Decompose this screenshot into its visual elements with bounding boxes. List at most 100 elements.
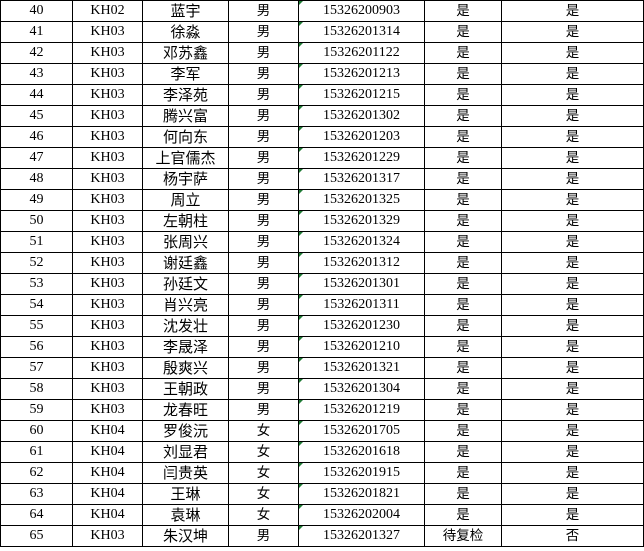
class-cell[interactable]: KH03 [72, 252, 143, 274]
class-cell[interactable]: KH03 [72, 126, 143, 148]
class-cell[interactable]: KH03 [72, 378, 143, 400]
phone-cell[interactable]: 15326201229 [298, 147, 425, 169]
gender-cell[interactable]: 男 [228, 378, 299, 400]
phone-cell[interactable]: 15326201705 [298, 420, 425, 442]
phone-cell[interactable]: 15326201327 [298, 525, 425, 547]
result-cell[interactable]: 是 [501, 105, 644, 127]
row-number-cell[interactable]: 58 [0, 378, 73, 400]
status-cell[interactable]: 是 [424, 84, 502, 106]
name-cell[interactable]: 殷爽兴 [142, 357, 229, 379]
status-cell[interactable]: 是 [424, 504, 502, 526]
result-cell[interactable]: 是 [501, 420, 644, 442]
gender-cell[interactable]: 男 [228, 168, 299, 190]
name-cell[interactable]: 闫贵英 [142, 462, 229, 484]
status-cell[interactable]: 是 [424, 42, 502, 64]
row-number-cell[interactable]: 50 [0, 210, 73, 232]
gender-cell[interactable]: 男 [228, 147, 299, 169]
phone-cell[interactable]: 15326201311 [298, 294, 425, 316]
name-cell[interactable]: 周立 [142, 189, 229, 211]
phone-cell[interactable]: 15326201324 [298, 231, 425, 253]
phone-cell[interactable]: 15326201618 [298, 441, 425, 463]
status-cell[interactable]: 是 [424, 126, 502, 148]
phone-cell[interactable]: 15326200903 [298, 0, 425, 22]
name-cell[interactable]: 朱汉坤 [142, 525, 229, 547]
name-cell[interactable]: 上官儒杰 [142, 147, 229, 169]
class-cell[interactable]: KH03 [72, 336, 143, 358]
phone-cell[interactable]: 15326201210 [298, 336, 425, 358]
gender-cell[interactable]: 男 [228, 315, 299, 337]
result-cell[interactable]: 是 [501, 336, 644, 358]
result-cell[interactable]: 是 [501, 231, 644, 253]
status-cell[interactable]: 是 [424, 462, 502, 484]
class-cell[interactable]: KH03 [72, 147, 143, 169]
gender-cell[interactable]: 男 [228, 0, 299, 22]
row-number-cell[interactable]: 54 [0, 294, 73, 316]
row-number-cell[interactable]: 44 [0, 84, 73, 106]
result-cell[interactable]: 是 [501, 399, 644, 421]
class-cell[interactable]: KH03 [72, 357, 143, 379]
class-cell[interactable]: KH04 [72, 441, 143, 463]
row-number-cell[interactable]: 43 [0, 63, 73, 85]
status-cell[interactable]: 是 [424, 252, 502, 274]
gender-cell[interactable]: 男 [228, 357, 299, 379]
status-cell[interactable]: 是 [424, 21, 502, 43]
phone-cell[interactable]: 15326201215 [298, 84, 425, 106]
phone-cell[interactable]: 15326201325 [298, 189, 425, 211]
gender-cell[interactable]: 男 [228, 525, 299, 547]
phone-cell[interactable]: 15326201312 [298, 252, 425, 274]
name-cell[interactable]: 左朝柱 [142, 210, 229, 232]
row-number-cell[interactable]: 64 [0, 504, 73, 526]
status-cell[interactable]: 是 [424, 420, 502, 442]
name-cell[interactable]: 张周兴 [142, 231, 229, 253]
name-cell[interactable]: 杨宇萨 [142, 168, 229, 190]
gender-cell[interactable]: 女 [228, 504, 299, 526]
class-cell[interactable]: KH03 [72, 273, 143, 295]
phone-cell[interactable]: 15326201329 [298, 210, 425, 232]
row-number-cell[interactable]: 40 [0, 0, 73, 22]
status-cell[interactable]: 是 [424, 357, 502, 379]
gender-cell[interactable]: 男 [228, 336, 299, 358]
phone-cell[interactable]: 15326201304 [298, 378, 425, 400]
gender-cell[interactable]: 男 [228, 21, 299, 43]
phone-cell[interactable]: 15326201230 [298, 315, 425, 337]
status-cell[interactable]: 是 [424, 441, 502, 463]
phone-cell[interactable]: 15326201219 [298, 399, 425, 421]
name-cell[interactable]: 李晟泽 [142, 336, 229, 358]
name-cell[interactable]: 罗俊沅 [142, 420, 229, 442]
name-cell[interactable]: 谢廷鑫 [142, 252, 229, 274]
status-cell[interactable]: 是 [424, 483, 502, 505]
result-cell[interactable]: 是 [501, 357, 644, 379]
gender-cell[interactable]: 男 [228, 399, 299, 421]
gender-cell[interactable]: 男 [228, 42, 299, 64]
class-cell[interactable]: KH03 [72, 210, 143, 232]
result-cell[interactable]: 是 [501, 189, 644, 211]
status-cell[interactable]: 是 [424, 231, 502, 253]
gender-cell[interactable]: 男 [228, 252, 299, 274]
result-cell[interactable]: 是 [501, 0, 644, 22]
row-number-cell[interactable]: 49 [0, 189, 73, 211]
row-number-cell[interactable]: 46 [0, 126, 73, 148]
result-cell[interactable]: 是 [501, 441, 644, 463]
result-cell[interactable]: 是 [501, 462, 644, 484]
status-cell[interactable]: 待复检 [424, 525, 502, 547]
status-cell[interactable]: 是 [424, 273, 502, 295]
gender-cell[interactable]: 男 [228, 105, 299, 127]
name-cell[interactable]: 徐淼 [142, 21, 229, 43]
class-cell[interactable]: KH03 [72, 84, 143, 106]
name-cell[interactable]: 肖兴亮 [142, 294, 229, 316]
gender-cell[interactable]: 男 [228, 189, 299, 211]
phone-cell[interactable]: 15326201915 [298, 462, 425, 484]
name-cell[interactable]: 蓝宇 [142, 0, 229, 22]
phone-cell[interactable]: 15326201314 [298, 21, 425, 43]
name-cell[interactable]: 李泽苑 [142, 84, 229, 106]
row-number-cell[interactable]: 55 [0, 315, 73, 337]
row-number-cell[interactable]: 48 [0, 168, 73, 190]
row-number-cell[interactable]: 60 [0, 420, 73, 442]
name-cell[interactable]: 沈发壮 [142, 315, 229, 337]
class-cell[interactable]: KH03 [72, 231, 143, 253]
name-cell[interactable]: 刘显君 [142, 441, 229, 463]
row-number-cell[interactable]: 63 [0, 483, 73, 505]
class-cell[interactable]: KH03 [72, 525, 143, 547]
status-cell[interactable]: 是 [424, 147, 502, 169]
name-cell[interactable]: 邓苏鑫 [142, 42, 229, 64]
